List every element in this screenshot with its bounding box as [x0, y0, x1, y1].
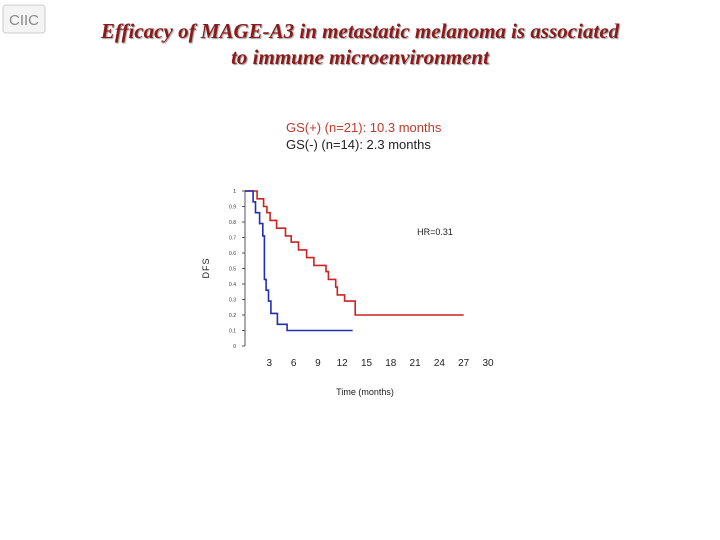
y-tick-label: 0.9 [229, 205, 236, 211]
y-tick-label: 0 [233, 344, 236, 350]
x-tick-label: 15 [361, 358, 373, 369]
slide-title: Efficacy of MAGE-A3 in metastatic melano… [40, 18, 680, 70]
x-tick-label: 12 [337, 358, 349, 369]
x-tick-label: 9 [315, 358, 321, 369]
gs-positive-survival-line [245, 190, 464, 316]
gs-negative-survival-line [245, 190, 353, 332]
y-tick-label: 0.8 [229, 220, 236, 226]
y-axis-title: DFS [201, 258, 211, 279]
y-tick-label: 0.7 [229, 236, 236, 242]
hazard-ratio-annotation: HR=0.31 [417, 227, 453, 237]
y-tick-label: 0.4 [229, 282, 236, 288]
legend-gs-positive: GS(+) (n=21): 10.3 months [286, 120, 442, 135]
y-tick-label: 1 [233, 189, 236, 195]
x-tick-label: 3 [267, 358, 273, 369]
y-tick-label: 0.1 [229, 329, 236, 335]
survival-legend: GS(+) (n=21): 10.3 months GS(-) (n=14): … [286, 119, 441, 153]
x-axis-title: Time (months) [336, 387, 394, 397]
title-line-1: Efficacy of MAGE-A3 in metastatic melano… [100, 19, 620, 43]
legend-gs-negative: GS(-) (n=14): 2.3 months [286, 137, 431, 152]
ciic-logo: CIIC [2, 4, 46, 34]
y-tick-label: 0.3 [229, 298, 236, 304]
x-tick-label: 18 [385, 358, 397, 369]
x-tick-label: 27 [458, 358, 470, 369]
x-tick-label: 30 [482, 358, 494, 369]
logo-text: CIIC [9, 12, 39, 29]
y-tick-label: 0.2 [229, 313, 236, 319]
y-tick-label: 0.5 [229, 267, 236, 273]
x-tick-label: 24 [434, 358, 446, 369]
y-tick-label: 0.6 [229, 251, 236, 257]
x-tick-label: 21 [410, 358, 422, 369]
x-tick-label: 6 [291, 358, 297, 369]
chart-plot-area: 0 0.1 0.2 0.3 0.4 0.5 0.6 0.7 0.8 0.9 1 3 6 9 12 15 18 21… [201, 189, 494, 397]
title-line-2: to immune microenvironment [231, 45, 489, 69]
